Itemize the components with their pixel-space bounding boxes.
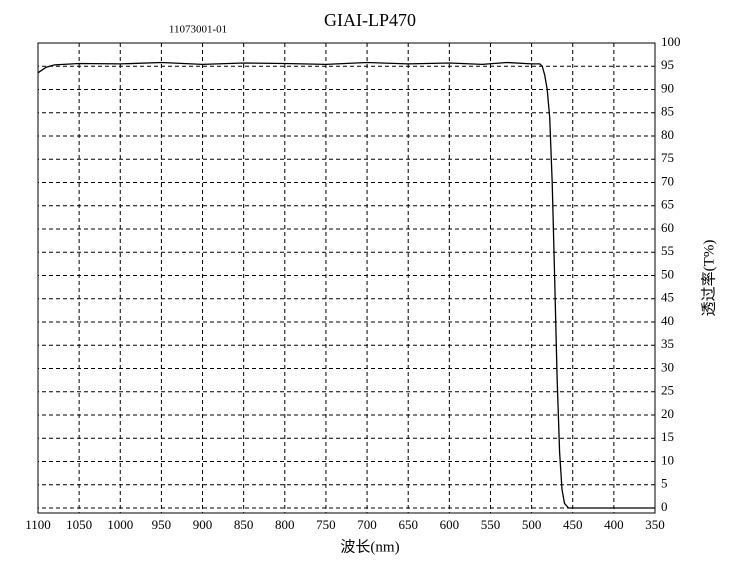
y-tick-label: 45 xyxy=(661,290,674,305)
x-tick-label: 450 xyxy=(563,517,583,532)
y-tick-label: 5 xyxy=(661,476,668,491)
plot-frame xyxy=(37,42,656,514)
y-tick-label: 85 xyxy=(661,104,674,119)
x-tick-label: 950 xyxy=(152,517,172,532)
x-tick-label: 550 xyxy=(481,517,501,532)
x-tick-label: 700 xyxy=(357,517,377,532)
y-tick-label: 30 xyxy=(661,359,674,374)
x-tick-label: 400 xyxy=(604,517,624,532)
y-tick-label: 35 xyxy=(661,336,674,351)
y-axis-label: 透过率(T%) xyxy=(700,240,717,317)
x-tick-label: 800 xyxy=(275,517,295,532)
y-tick-label: 95 xyxy=(661,57,674,72)
y-tick-label: 15 xyxy=(661,429,674,444)
x-tick-label: 850 xyxy=(234,517,254,532)
y-tick-label: 75 xyxy=(661,150,674,165)
line xyxy=(37,61,655,509)
x-tick-label: 500 xyxy=(522,517,542,532)
x-tick-label: 650 xyxy=(398,517,418,532)
y-tick-label: 0 xyxy=(661,499,668,514)
x-tick-label: 600 xyxy=(440,517,460,532)
x-tick-label: 900 xyxy=(193,517,213,532)
y-tick-label: 80 xyxy=(661,127,674,142)
y-tick-label: 60 xyxy=(661,220,674,235)
x-tick-label: 1050 xyxy=(66,517,92,532)
y-tick-label: 55 xyxy=(661,243,674,258)
y-tick-label: 20 xyxy=(661,406,674,421)
chart-subtitle: 11073001-01 xyxy=(169,24,227,36)
y-tick-label: 50 xyxy=(661,266,674,281)
x-tick-label: 1000 xyxy=(107,517,133,532)
y-tick-label: 65 xyxy=(661,197,674,212)
y-tick-label: 90 xyxy=(661,80,674,95)
y-tick-label: 25 xyxy=(661,383,674,398)
x-axis-label: 波长(nm) xyxy=(340,538,399,555)
chart-title: GIAI-LP470 xyxy=(324,10,416,30)
x-tick-label: 350 xyxy=(645,517,665,532)
x-tick-label: 1100 xyxy=(25,517,51,532)
y-tick-label: 10 xyxy=(661,452,674,467)
y-tick-label: 40 xyxy=(661,313,674,328)
y-tick-label: 70 xyxy=(661,173,674,188)
x-tick-label: 750 xyxy=(316,517,336,532)
y-tick-label: 100 xyxy=(661,34,681,49)
